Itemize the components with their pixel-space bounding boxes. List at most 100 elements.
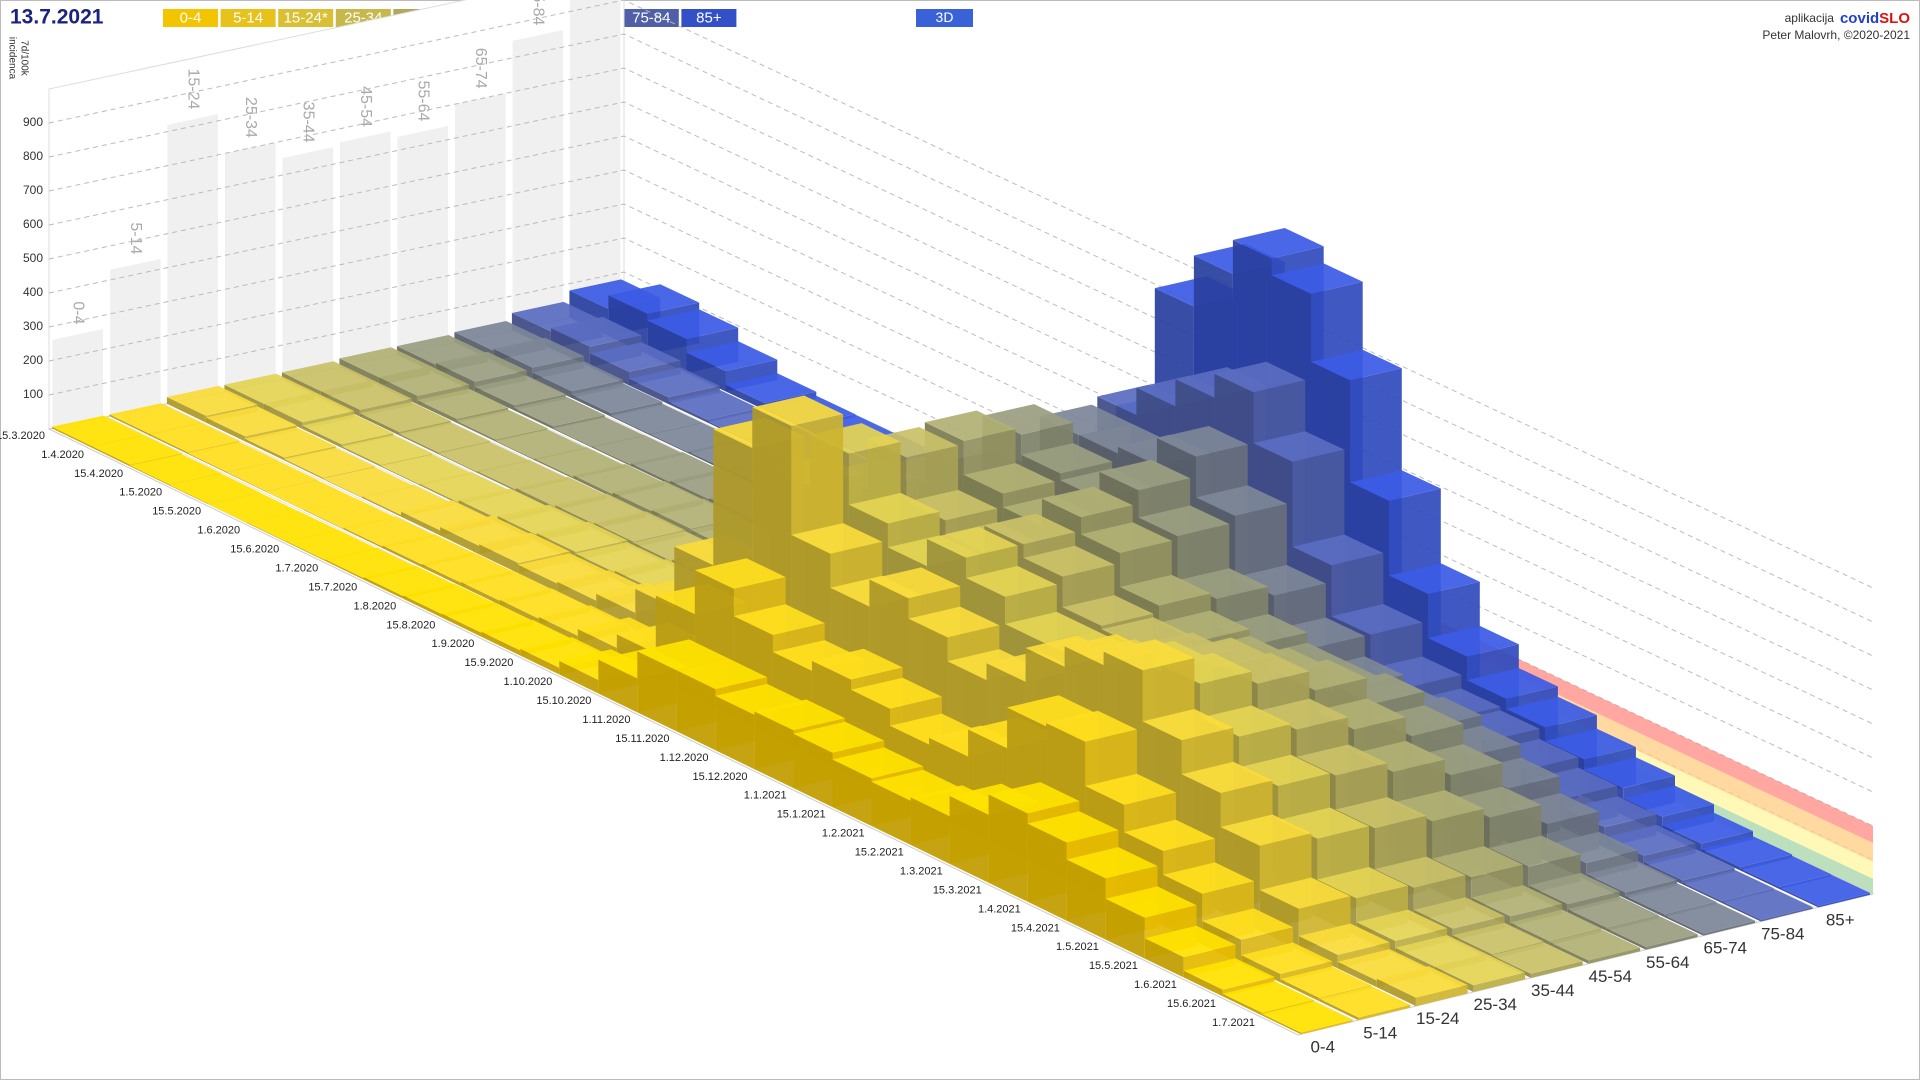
bar-side [988, 794, 1028, 902]
bar-top [1274, 617, 1365, 649]
bar-side [1682, 882, 1722, 903]
bar-top [982, 404, 1074, 435]
bar-top [1643, 849, 1735, 881]
x-tick-label: 15.7.2020 [308, 581, 357, 593]
bar-top [1350, 470, 1441, 501]
bar-top [244, 427, 336, 458]
bar-side [364, 577, 404, 599]
back-wall-label: 55-64 [415, 80, 432, 121]
bar-top [1625, 883, 1717, 915]
bar-top [594, 511, 685, 542]
back-wall-bar [570, 0, 621, 318]
legend-item[interactable]: 15-24* [278, 9, 334, 27]
back-wall-label: 0-4 [70, 301, 87, 324]
bar-top [1099, 459, 1191, 491]
bar-side [1625, 895, 1665, 918]
x-tick-label: 15.4.2021 [1011, 922, 1060, 934]
bar-side [380, 465, 420, 486]
credit-brand: covid [1840, 10, 1879, 27]
legend-item[interactable]: 75-84 [623, 9, 679, 27]
bar-top [1395, 935, 1487, 967]
bar-top [1021, 443, 1113, 474]
bar-side [208, 503, 247, 524]
bar-top [1298, 923, 1390, 955]
bar-top [1319, 986, 1411, 1018]
bar-top [966, 566, 1057, 597]
bar-side [343, 527, 383, 549]
bar-top [205, 406, 297, 437]
bar-side [832, 759, 872, 826]
bar-side [419, 483, 459, 505]
back-wall-bar [454, 93, 506, 343]
bar-top [166, 385, 258, 416]
bar-top [1218, 652, 1310, 684]
bar-top [1200, 705, 1291, 737]
bar-side [1376, 978, 1416, 1007]
bar-top [1393, 790, 1484, 822]
grid-line [48, 271, 1874, 861]
legend-item[interactable]: 85+ [681, 9, 737, 27]
bar [1664, 902, 1756, 936]
x-tick-label: 1.6.2020 [197, 525, 240, 537]
bar-top [51, 415, 143, 446]
bar-side [571, 394, 611, 417]
bar-top [811, 648, 903, 680]
grid-line [48, 237, 1874, 827]
bar-side [1549, 941, 1589, 964]
bar-side [474, 386, 514, 411]
bar-side [169, 484, 208, 505]
bar-top [1156, 426, 1248, 457]
grid-line [48, 135, 1874, 725]
grid-line [48, 33, 1874, 623]
bar-top [686, 341, 778, 371]
bar-side [520, 648, 560, 675]
view-button[interactable]: 3D [916, 9, 973, 27]
back-wall-label: 35-44 [300, 102, 317, 143]
grid-line [48, 203, 1874, 793]
bar-side [1183, 970, 1223, 997]
bar-top [1584, 757, 1675, 789]
chart-title: 13.7.2021 [10, 6, 104, 29]
bar-side [226, 472, 266, 492]
x-tick-label: 1.11.2020 [582, 714, 630, 726]
legend-item[interactable]: 5-14 [220, 9, 276, 27]
x-tick-label: 15.3.2020 [0, 430, 45, 442]
bar-top [1220, 814, 1312, 846]
bar-side [1664, 915, 1704, 936]
bar-top [438, 441, 529, 472]
bar-top [1103, 639, 1195, 671]
bar-top [924, 410, 1016, 441]
bar-top [851, 677, 942, 709]
bar-top [403, 583, 494, 615]
bar-top [1041, 486, 1133, 518]
bar-side [754, 711, 794, 789]
bar-side [538, 616, 578, 643]
x-tick-label: 1.5.2021 [1056, 941, 1099, 953]
bar-top [1214, 361, 1306, 393]
bar-side [610, 415, 650, 435]
bar-top [676, 658, 768, 690]
bar-top [1232, 228, 1324, 259]
group-axis-label: 5-14 [1363, 1023, 1397, 1042]
bar-top [1142, 709, 1234, 741]
bar-side [263, 403, 303, 429]
bar-side [514, 407, 553, 429]
legend-item[interactable]: 0-4 [163, 9, 218, 27]
bar-side [629, 378, 668, 404]
bar-side [325, 559, 365, 580]
bar-top [906, 489, 998, 521]
bar-top [474, 375, 566, 406]
bar-side [51, 426, 91, 448]
bar-top [1292, 534, 1384, 566]
legend-swatch [623, 9, 679, 27]
bar-top [1066, 847, 1158, 879]
bar-top [1428, 625, 1519, 657]
group-axis-label: 75-84 [1761, 925, 1804, 944]
bar-top [1528, 872, 1620, 904]
bar-top [1085, 773, 1176, 805]
bar-top [1005, 611, 1096, 643]
bar-top [1662, 812, 1753, 844]
grid-line [48, 67, 1874, 657]
bar-top [1222, 981, 1314, 1013]
bar-top [908, 606, 1000, 638]
